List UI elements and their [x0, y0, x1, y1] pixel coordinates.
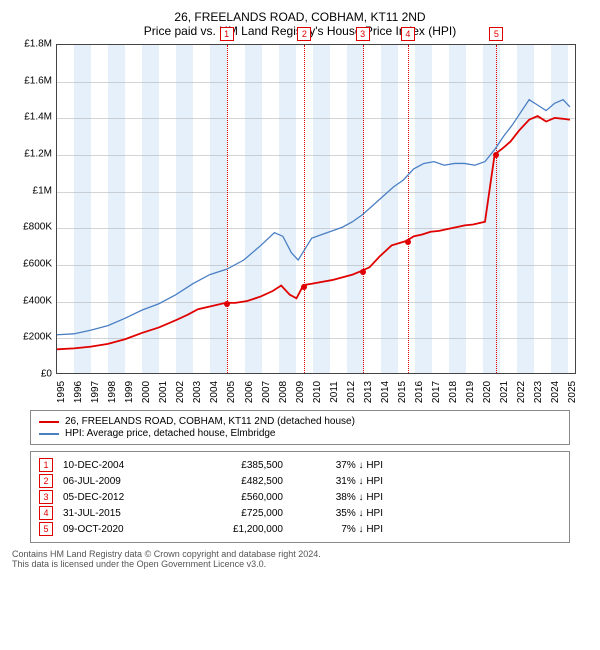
- x-tick-label: 2025: [567, 381, 578, 403]
- x-tick-label: 2007: [261, 381, 272, 403]
- y-tick-label: £1.2M: [24, 149, 52, 160]
- legend: 26, FREELANDS ROAD, COBHAM, KT11 2ND (de…: [30, 410, 570, 445]
- sale-hpi-delta: 35% ↓ HPI: [293, 508, 383, 519]
- table-row: 3 05-DEC-2012 £560,000 38% ↓ HPI: [39, 490, 561, 504]
- sale-dot: [405, 239, 411, 245]
- table-row: 2 06-JUL-2009 £482,500 31% ↓ HPI: [39, 474, 561, 488]
- y-tick-label: £1.4M: [24, 112, 52, 123]
- chart-title-address: 26, FREELANDS ROAD, COBHAM, KT11 2ND: [12, 10, 588, 24]
- x-tick-label: 2023: [533, 381, 544, 403]
- table-row: 1 10-DEC-2004 £385,500 37% ↓ HPI: [39, 458, 561, 472]
- footer-line1: Contains HM Land Registry data © Crown c…: [12, 549, 588, 559]
- sale-price: £725,000: [183, 508, 283, 519]
- table-row: 5 09-OCT-2020 £1,200,000 7% ↓ HPI: [39, 522, 561, 536]
- x-tick-label: 2002: [175, 381, 186, 403]
- x-tick-label: 2020: [482, 381, 493, 403]
- y-tick-label: £600K: [23, 259, 52, 270]
- x-tick-label: 2011: [329, 381, 340, 403]
- sales-table: 110-DEC-2004£385,50037% ↓ HPI206-JUL-200…: [30, 451, 570, 543]
- sale-dot: [493, 152, 499, 158]
- x-tick-label: 2014: [380, 381, 391, 403]
- sale-dot: [301, 284, 307, 290]
- sale-dot: [224, 301, 230, 307]
- plot-area: 12345: [56, 44, 576, 374]
- legend-swatch: [39, 421, 59, 423]
- x-tick-label: 2013: [363, 381, 374, 403]
- x-tick-label: 1997: [90, 381, 101, 403]
- line-canvas: [57, 45, 575, 373]
- x-tick-label: 2010: [312, 381, 323, 403]
- sale-index: 1: [39, 458, 53, 472]
- y-axis: £0£200K£400K£600K£800K£1M£1.2M£1.4M£1.6M…: [12, 44, 56, 374]
- legend-row: 26, FREELANDS ROAD, COBHAM, KT11 2ND (de…: [39, 416, 561, 427]
- sale-index: 4: [39, 506, 53, 520]
- y-tick-label: £800K: [23, 222, 52, 233]
- legend-label: 26, FREELANDS ROAD, COBHAM, KT11 2ND (de…: [65, 416, 355, 427]
- x-tick-label: 2000: [141, 381, 152, 403]
- x-tick-label: 2005: [226, 381, 237, 403]
- y-tick-label: £200K: [23, 332, 52, 343]
- x-tick-label: 2012: [346, 381, 357, 403]
- x-tick-label: 2021: [499, 381, 510, 403]
- sale-hpi-delta: 38% ↓ HPI: [293, 492, 383, 503]
- footer: Contains HM Land Registry data © Crown c…: [12, 549, 588, 569]
- sale-dot: [360, 269, 366, 275]
- sale-hpi-delta: 31% ↓ HPI: [293, 476, 383, 487]
- x-tick-label: 2008: [278, 381, 289, 403]
- sale-date: 05-DEC-2012: [63, 492, 173, 503]
- event-marker: 5: [489, 27, 503, 41]
- y-tick-label: £1.6M: [24, 75, 52, 86]
- sale-date: 09-OCT-2020: [63, 524, 173, 535]
- series-line: [57, 100, 570, 335]
- x-tick-label: 2015: [397, 381, 408, 403]
- x-tick-label: 2016: [414, 381, 425, 403]
- sale-index: 3: [39, 490, 53, 504]
- sale-index: 5: [39, 522, 53, 536]
- sale-price: £560,000: [183, 492, 283, 503]
- x-tick-label: 1998: [107, 381, 118, 403]
- y-tick-label: £1M: [33, 185, 52, 196]
- chart-container: 26, FREELANDS ROAD, COBHAM, KT11 2ND Pri…: [0, 0, 600, 650]
- sale-date: 10-DEC-2004: [63, 460, 173, 471]
- x-tick-label: 1999: [124, 381, 135, 403]
- y-tick-label: £1.8M: [24, 39, 52, 50]
- x-tick-label: 2001: [158, 381, 169, 403]
- y-tick-label: £400K: [23, 295, 52, 306]
- x-tick-label: 1995: [56, 381, 67, 403]
- x-tick-label: 2009: [295, 381, 306, 403]
- sale-hpi-delta: 37% ↓ HPI: [293, 460, 383, 471]
- event-marker: 3: [356, 27, 370, 41]
- event-marker: 1: [220, 27, 234, 41]
- legend-row: HPI: Average price, detached house, Elmb…: [39, 428, 561, 439]
- sale-price: £1,200,000: [183, 524, 283, 535]
- legend-label: HPI: Average price, detached house, Elmb…: [65, 428, 276, 439]
- sale-date: 31-JUL-2015: [63, 508, 173, 519]
- event-marker: 4: [401, 27, 415, 41]
- y-tick-label: £0: [41, 369, 52, 380]
- x-tick-label: 2019: [465, 381, 476, 403]
- x-tick-label: 1996: [73, 381, 84, 403]
- x-tick-label: 2022: [516, 381, 527, 403]
- sale-price: £482,500: [183, 476, 283, 487]
- table-row: 4 31-JUL-2015 £725,000 35% ↓ HPI: [39, 506, 561, 520]
- legend-swatch: [39, 433, 59, 435]
- x-tick-label: 2003: [192, 381, 203, 403]
- event-marker: 2: [297, 27, 311, 41]
- sale-price: £385,500: [183, 460, 283, 471]
- x-tick-label: 2017: [431, 381, 442, 403]
- chart-area: £0 £200K £400K £600K £800K £1M £1.2M £1.4M £1.6M…: [12, 44, 588, 404]
- sale-index: 2: [39, 474, 53, 488]
- x-tick-label: 2004: [209, 381, 220, 403]
- x-tick-label: 2024: [550, 381, 561, 403]
- x-tick-label: 2018: [448, 381, 459, 403]
- x-axis: 1995 1996 1997 1998 1999 2000 2001 2002 2003 2004…: [56, 374, 576, 404]
- sale-hpi-delta: 7% ↓ HPI: [293, 524, 383, 535]
- x-tick-label: 2006: [244, 381, 255, 403]
- sale-date: 06-JUL-2009: [63, 476, 173, 487]
- footer-line2: This data is licensed under the Open Gov…: [12, 559, 588, 569]
